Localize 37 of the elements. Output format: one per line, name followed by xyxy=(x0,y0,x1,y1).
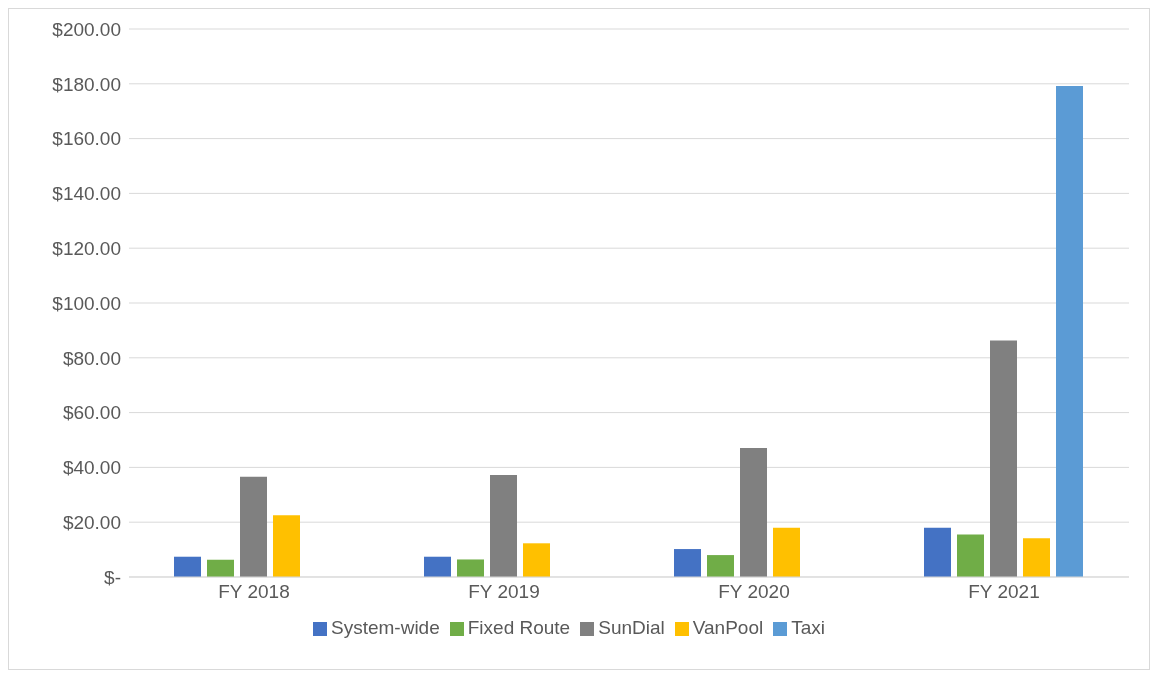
bar xyxy=(240,476,267,577)
y-tick-label: $200.00 xyxy=(52,18,121,40)
legend-label: SunDial xyxy=(598,617,665,638)
y-tick-label: $180.00 xyxy=(52,73,121,95)
bar xyxy=(174,556,201,577)
bar xyxy=(740,447,767,577)
y-tick-label: $80.00 xyxy=(62,347,121,369)
y-tick-label: $60.00 xyxy=(62,402,121,424)
bar xyxy=(773,527,800,577)
y-tick-label: $120.00 xyxy=(52,237,121,259)
bar xyxy=(273,515,300,577)
y-tick-label: $20.00 xyxy=(62,511,121,533)
y-tick-label: $40.00 xyxy=(62,457,121,479)
bar xyxy=(1023,538,1050,577)
bar xyxy=(1056,85,1083,577)
x-tick-label: FY 2019 xyxy=(468,581,540,603)
bar xyxy=(457,559,484,577)
x-tick-label: FY 2018 xyxy=(218,581,290,603)
bar xyxy=(924,527,951,577)
y-tick-label: $160.00 xyxy=(52,128,121,150)
legend-label: System-wide xyxy=(331,617,440,638)
bar xyxy=(957,534,984,577)
bar xyxy=(490,475,517,577)
legend-label: Taxi xyxy=(791,617,825,638)
legend-label: VanPool xyxy=(692,617,764,638)
y-tick-label: $140.00 xyxy=(52,183,121,205)
y-tick-label: $- xyxy=(104,566,121,588)
x-tick-label: FY 2021 xyxy=(968,581,1040,603)
bar xyxy=(207,559,234,577)
bar xyxy=(523,543,550,577)
x-tick-label: FY 2020 xyxy=(718,581,790,603)
bar xyxy=(707,555,734,577)
legend-label: Fixed Route xyxy=(467,617,571,638)
bar xyxy=(674,549,701,577)
bar xyxy=(990,340,1017,577)
y-tick-label: $100.00 xyxy=(52,292,121,314)
bar xyxy=(424,556,451,577)
